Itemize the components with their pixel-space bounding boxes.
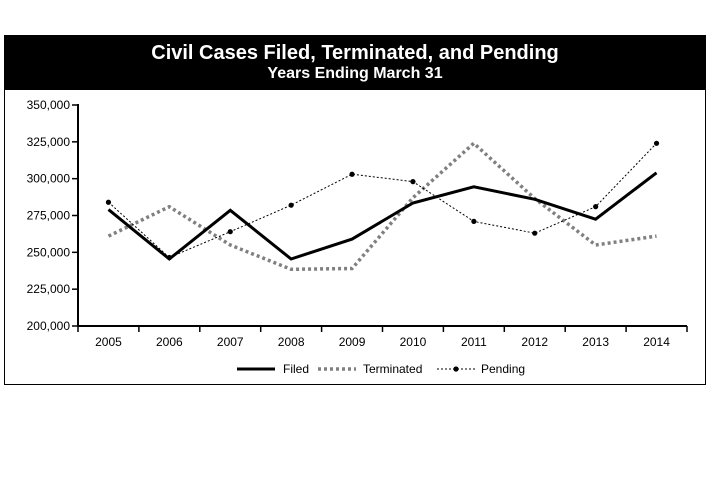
chart-frame: Civil Cases Filed, Terminated, and Pendi… [4, 35, 706, 385]
legend-marker-pending [453, 366, 459, 372]
legend-label-filed: Filed [283, 362, 309, 376]
y-tick-label: 350,000 [27, 98, 71, 112]
chart-title: Civil Cases Filed, Terminated, and Pendi… [151, 42, 559, 64]
line-chart: 200,000 225,000 250,000 275,000 300,000 325,0… [27, 98, 688, 376]
series-line-filed [107, 171, 658, 261]
point-pending [105, 199, 112, 205]
y-tick-label: 225,000 [27, 282, 71, 296]
point-pending [410, 179, 416, 185]
x-tick-label: 2010 [400, 335, 427, 349]
chart-subtitle: Years Ending March 31 [267, 65, 443, 82]
y-tick-label: 325,000 [27, 135, 71, 149]
y-tick-label: 250,000 [27, 245, 71, 259]
legend: Filed Terminated Pending [237, 362, 525, 376]
legend-label-pending: Pending [481, 362, 525, 376]
x-tick-label: 2012 [521, 335, 548, 349]
x-tick-label: 2006 [156, 335, 183, 349]
chart-header: Civil Cases Filed, Terminated, and Pendi… [5, 36, 705, 90]
series-line-pending [108, 142, 657, 259]
point-pending [653, 140, 660, 146]
point-pending [288, 202, 294, 208]
point-pending [593, 204, 599, 210]
point-pending [349, 171, 355, 177]
series-line-terminated [107, 140, 657, 272]
x-tick-label: 2011 [461, 335, 487, 349]
legend-label-terminated: Terminated [363, 362, 422, 376]
y-tick-label: 300,000 [27, 172, 71, 186]
point-pending [166, 254, 172, 261]
x-tick-label: 2007 [217, 335, 244, 349]
x-tick-label: 2014 [643, 335, 670, 349]
y-tick-label: 200,000 [27, 319, 71, 333]
x-tick-label: 2013 [582, 335, 609, 349]
x-tick-label: 2009 [339, 335, 366, 349]
point-pending [227, 229, 233, 235]
axes: 200,000 225,000 250,000 275,000 300,000 325,0… [27, 98, 688, 349]
point-pending [532, 230, 538, 236]
point-pending [471, 218, 477, 224]
x-tick-label: 2008 [278, 335, 305, 349]
x-tick-label: 2005 [95, 335, 122, 349]
y-tick-label: 275,000 [27, 209, 71, 223]
series-layer [105, 140, 660, 272]
